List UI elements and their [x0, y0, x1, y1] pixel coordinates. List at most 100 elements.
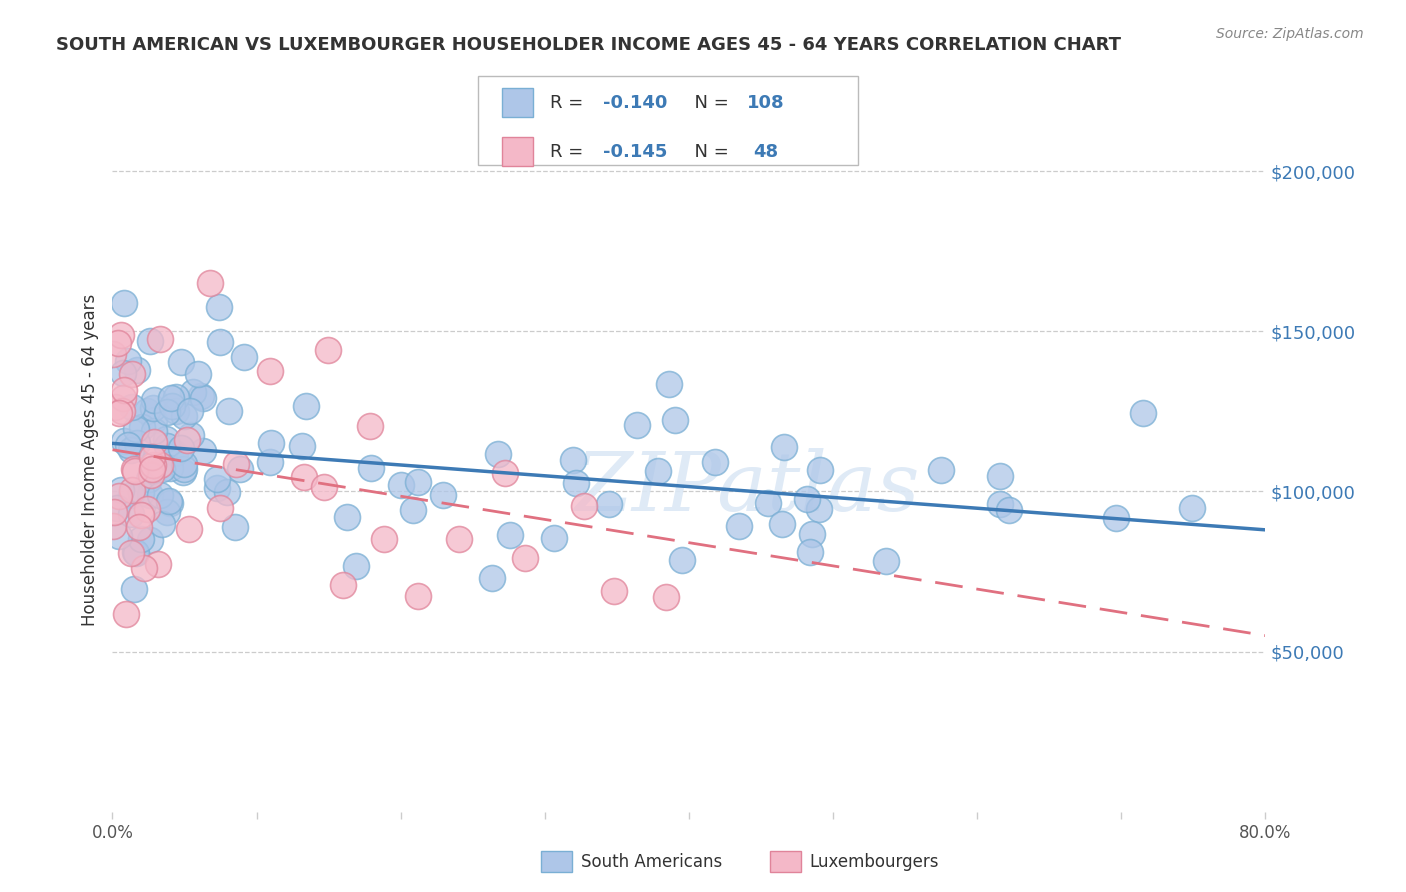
Point	[572, 499, 595, 513]
Point	[215, 485, 238, 500]
Point	[513, 550, 536, 565]
Point	[259, 364, 281, 378]
Point	[129, 508, 152, 522]
Point	[115, 607, 138, 621]
Point	[124, 545, 146, 559]
Point	[108, 490, 131, 504]
Point	[139, 468, 162, 483]
Text: R =: R =	[550, 143, 589, 161]
Point	[122, 582, 145, 596]
Point	[127, 362, 149, 376]
Point	[332, 578, 354, 592]
Y-axis label: Householder Income Ages 45 - 64 years: Householder Income Ages 45 - 64 years	[80, 293, 98, 625]
Point	[112, 383, 135, 397]
Point	[110, 483, 132, 497]
Point	[294, 399, 316, 413]
Point	[225, 457, 247, 471]
Point	[208, 500, 231, 515]
Point	[704, 455, 727, 469]
Point	[101, 519, 124, 533]
Point	[402, 503, 425, 517]
Point	[929, 463, 952, 477]
Point	[228, 462, 250, 476]
Point	[172, 466, 194, 480]
Point	[373, 532, 395, 546]
Point	[173, 462, 195, 476]
Point	[494, 466, 516, 480]
Point	[314, 480, 336, 494]
Point	[389, 477, 412, 491]
Point	[773, 441, 796, 455]
Point	[543, 532, 565, 546]
Point	[598, 497, 620, 511]
Text: -0.140: -0.140	[603, 94, 668, 112]
Point	[488, 447, 510, 461]
Point	[117, 354, 139, 368]
Point	[155, 433, 177, 447]
Point	[156, 438, 179, 452]
Point	[139, 488, 162, 502]
Point	[406, 589, 429, 603]
Point	[173, 409, 195, 424]
Point	[159, 495, 181, 509]
Point	[169, 355, 191, 369]
Point	[103, 505, 125, 519]
Point	[808, 501, 831, 516]
Point	[654, 590, 676, 604]
Point	[187, 367, 209, 381]
Text: -0.145: -0.145	[603, 143, 668, 161]
Point	[124, 464, 146, 478]
Point	[150, 461, 173, 475]
Point	[125, 436, 148, 450]
Text: SOUTH AMERICAN VS LUXEMBOURGER HOUSEHOLDER INCOME AGES 45 - 64 YEARS CORRELATION: SOUTH AMERICAN VS LUXEMBOURGER HOUSEHOLD…	[56, 36, 1121, 54]
Point	[498, 528, 520, 542]
Point	[111, 403, 134, 417]
Point	[170, 441, 193, 455]
Point	[359, 418, 381, 433]
Point	[103, 346, 125, 360]
Text: South Americans: South Americans	[581, 853, 721, 871]
Point	[770, 517, 793, 532]
Point	[756, 495, 779, 509]
Point	[165, 404, 187, 418]
Point	[481, 571, 503, 585]
Point	[131, 419, 153, 434]
Text: 48: 48	[754, 143, 779, 161]
Point	[1181, 501, 1204, 516]
Point	[657, 377, 679, 392]
Point	[191, 391, 214, 405]
Point	[124, 545, 146, 559]
Point	[142, 458, 165, 473]
Point	[179, 404, 201, 418]
Text: R =: R =	[550, 94, 589, 112]
Point	[198, 277, 221, 291]
Point	[360, 461, 382, 475]
Point	[346, 558, 368, 573]
Point	[1105, 511, 1128, 525]
Point	[218, 404, 240, 418]
Point	[671, 552, 693, 566]
Point	[139, 533, 162, 548]
Point	[875, 554, 897, 568]
Point	[108, 529, 131, 543]
Text: Luxembourgers: Luxembourgers	[810, 853, 939, 871]
Point	[143, 424, 166, 438]
Point	[142, 435, 165, 450]
Point	[112, 366, 135, 380]
Point	[150, 517, 173, 532]
Point	[149, 488, 172, 502]
Point	[988, 468, 1011, 483]
Point	[141, 462, 163, 476]
Point	[562, 452, 585, 467]
Point	[121, 367, 143, 381]
Point	[135, 501, 157, 516]
Point	[156, 404, 179, 418]
Point	[291, 439, 314, 453]
Point	[163, 446, 186, 460]
Point	[181, 384, 204, 399]
Point	[626, 418, 648, 433]
Point	[232, 350, 254, 364]
Point	[796, 491, 818, 506]
Point	[808, 463, 831, 477]
Point	[160, 399, 183, 413]
